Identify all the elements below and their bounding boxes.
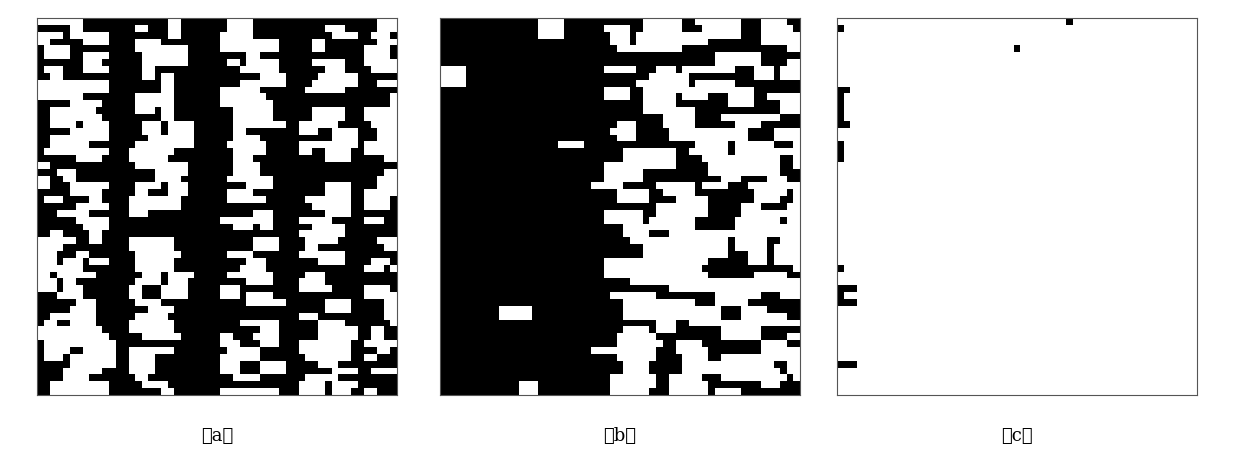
Text: （b）: （b） (604, 427, 636, 445)
Text: （c）: （c） (1001, 427, 1033, 445)
Text: （a）: （a） (201, 427, 233, 445)
